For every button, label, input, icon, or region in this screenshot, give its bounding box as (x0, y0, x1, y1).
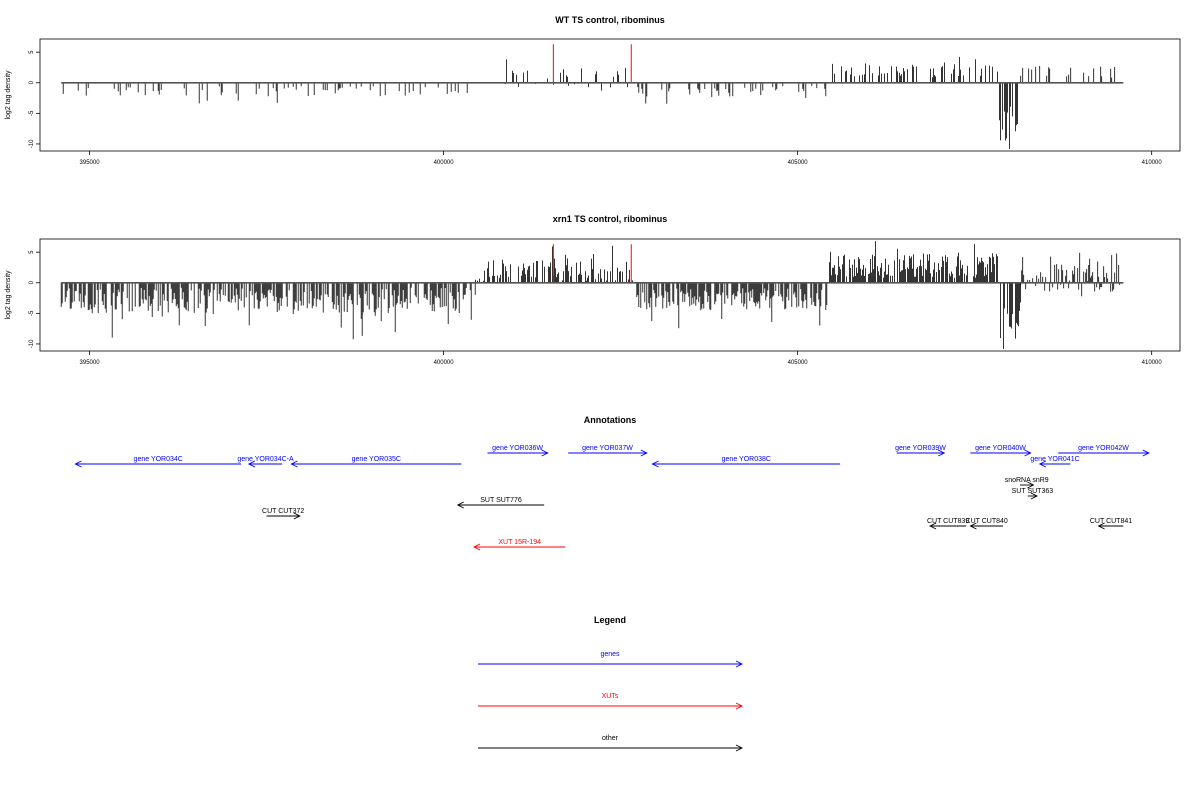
y-tick-label: 5 (29, 50, 35, 54)
xrn1-y-axis-label: log2 tag density (5, 270, 12, 320)
y-tick-label: -10 (29, 139, 35, 148)
annotation-label: CUT CUT840 (966, 518, 1008, 525)
annotation-arrow (1097, 522, 1124, 530)
y-tick-label: -5 (29, 110, 35, 116)
y-tick-label: 0 (29, 80, 35, 84)
annotation-label: gene YOR040W (975, 445, 1026, 452)
annotation-arrow (1058, 449, 1150, 457)
wt-plot-frame (39, 38, 1181, 152)
xrn1-plot-frame (39, 238, 1181, 352)
annotations-panel: Annotations gene YOR034C gene YOR034C-A ge… (74, 415, 1150, 551)
annotation-arrow (1038, 460, 1071, 468)
legend: Legend genes XUTs other (478, 615, 744, 752)
annotation-arrow (74, 460, 242, 468)
annotation-label: gene YOR039W (895, 445, 946, 452)
x-tick-label: 400000 (434, 360, 455, 366)
annotation-arrow (929, 522, 967, 530)
x-tick-label: 400000 (434, 160, 455, 166)
wt-density-track: WT TS control, ribominus 395000 400000 405… (5, 15, 1181, 166)
annotation-label: SUT SUT363 (1012, 488, 1054, 495)
annotation-label: gene YOR035C (352, 456, 401, 463)
wt-y-axis-label: log2 tag density (5, 70, 12, 120)
legend-title: Legend (594, 615, 626, 625)
annotation-label: gene YOR034C-A (237, 456, 294, 463)
legend-label: XUTs (602, 693, 619, 700)
annotation-label: CUT CUT839 (927, 518, 969, 525)
annotation-arrow (896, 449, 946, 457)
annotation-label: CUT CUT372 (262, 508, 304, 515)
annotation-arrow (969, 522, 1003, 530)
x-tick-label: 405000 (788, 160, 809, 166)
annotation-arrow (1027, 492, 1038, 500)
annotation-features: gene YOR034C gene YOR034C-A gene YOR035C ge… (74, 445, 1150, 551)
annotation-label: SUT SUT776 (480, 497, 522, 504)
legend-arrow (478, 744, 744, 752)
annotation-label: XUT 15R-194 (498, 539, 541, 546)
x-tick-label: 410000 (1142, 360, 1163, 366)
y-tick-label: -10 (29, 339, 35, 348)
xrn1-density-track: xrn1 TS control, ribominus 395000 400000 4… (5, 214, 1181, 366)
annotation-arrow (568, 449, 648, 457)
annotation-label: snoRNA snR9 (1005, 477, 1049, 484)
wt-track-title: WT TS control, ribominus (555, 15, 665, 25)
annotation-arrow (1019, 481, 1035, 489)
annotation-arrow (456, 501, 545, 509)
annotation-arrow (247, 460, 283, 468)
annotation-arrow (290, 460, 462, 468)
wt-axes: 395000 400000 405000 410000 5 0 -5 -10 (29, 50, 1162, 166)
x-tick-label: 395000 (80, 160, 101, 166)
xrn1-density-bars (60, 241, 1124, 349)
y-tick-label: 0 (29, 280, 35, 284)
annotation-label: gene YOR037W (582, 445, 633, 452)
legend-label: other (602, 735, 619, 742)
annotation-arrow (651, 460, 841, 468)
y-tick-label: -5 (29, 310, 35, 316)
legend-label: genes (600, 651, 620, 658)
annotation-label: gene YOR034C (134, 456, 183, 463)
annotation-arrow (487, 449, 549, 457)
annotation-label: gene YOR042W (1078, 445, 1129, 452)
y-tick-label: 5 (29, 250, 35, 254)
legend-entries: genes XUTs other (478, 651, 744, 752)
wt-density-bars (61, 44, 1124, 149)
annotation-label: gene YOR038C (722, 456, 771, 463)
xrn1-track-title: xrn1 TS control, ribominus (553, 214, 668, 224)
annotation-arrow (266, 512, 301, 520)
legend-arrow (478, 660, 744, 668)
x-tick-label: 405000 (788, 360, 809, 366)
annotation-label: CUT CUT841 (1090, 518, 1132, 525)
legend-arrow (478, 702, 744, 710)
x-tick-label: 395000 (80, 360, 101, 366)
annotations-title: Annotations (584, 415, 637, 425)
annotation-label: gene YOR041C (1030, 456, 1079, 463)
xrn1-axes: 395000 400000 405000 410000 5 0 -5 -10 (29, 250, 1162, 366)
annotation-label: gene YOR036W (492, 445, 543, 452)
x-tick-label: 410000 (1142, 160, 1163, 166)
annotation-arrow (473, 543, 566, 551)
annotation-arrow (970, 449, 1032, 457)
